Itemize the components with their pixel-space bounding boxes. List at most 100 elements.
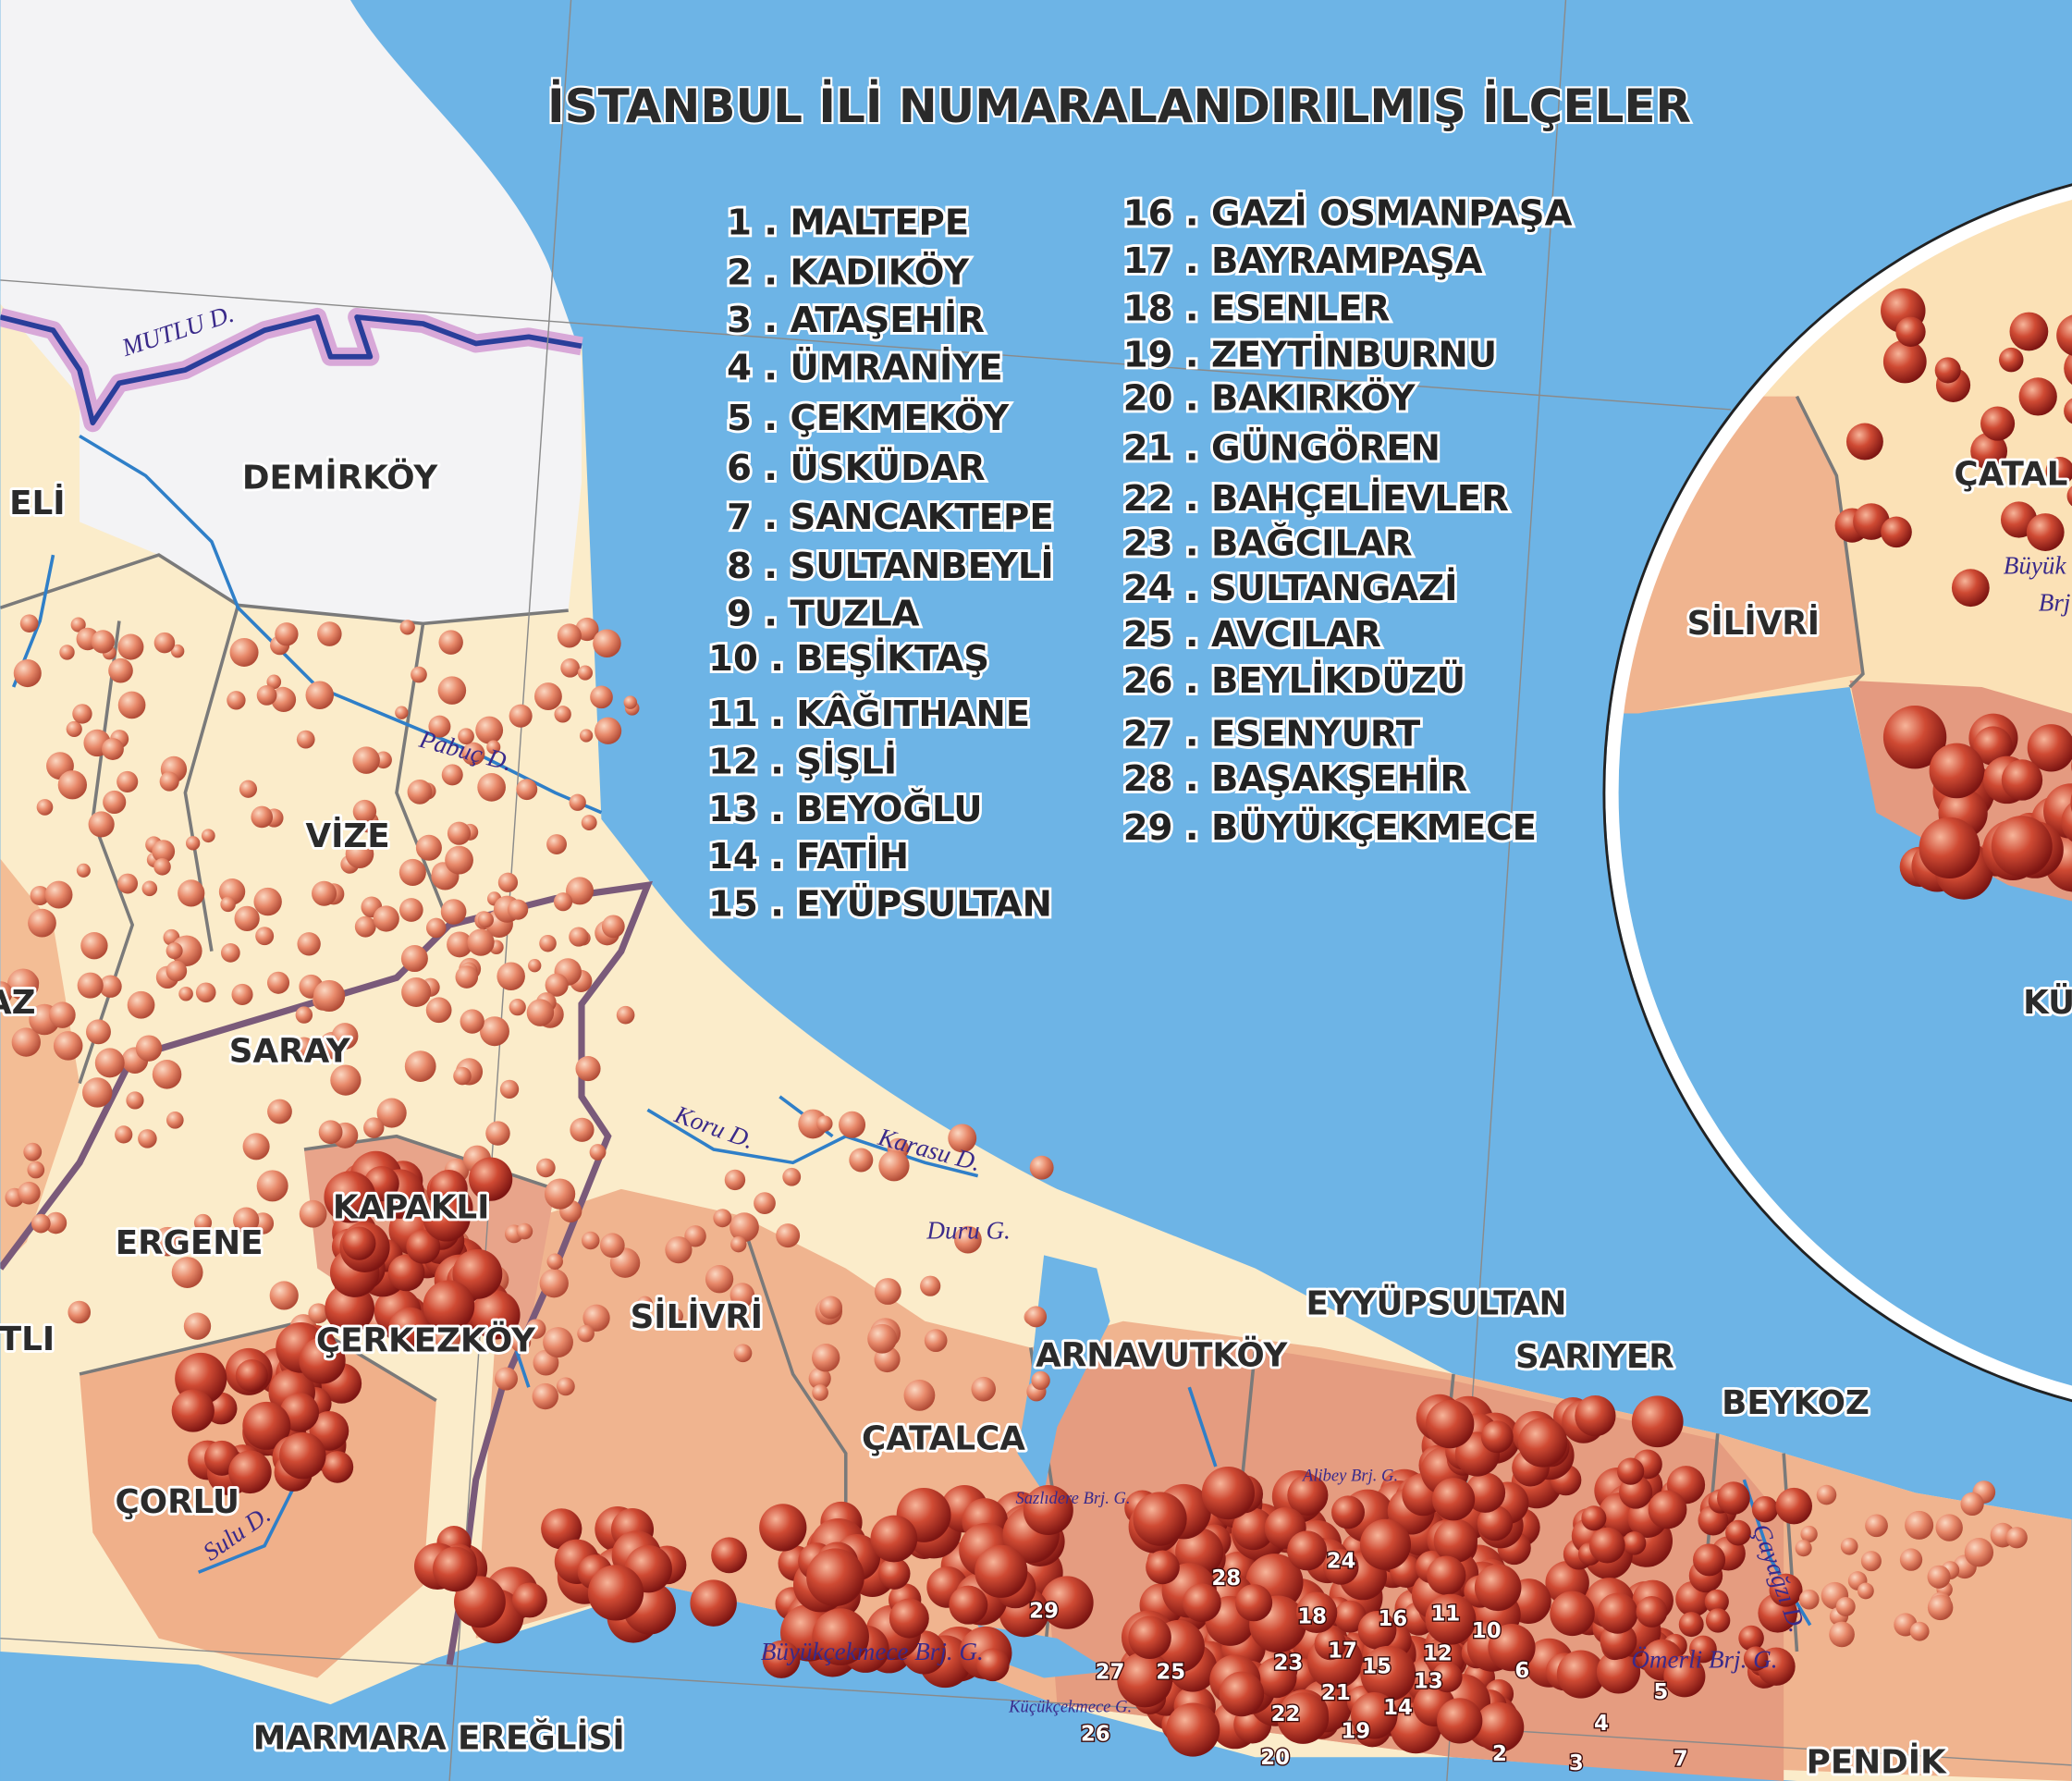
symbol (183, 1312, 212, 1340)
symbol (1693, 1543, 1726, 1577)
symbol (1705, 1608, 1731, 1633)
water-label: Büyükçekmece Brj. G. (761, 1638, 984, 1665)
symbol (363, 1117, 385, 1138)
symbol (1648, 1490, 1687, 1529)
symbol (1973, 726, 2013, 766)
legend-item: 9 . TUZLA (727, 593, 919, 634)
symbol (1631, 1395, 1684, 1448)
symbol (178, 879, 205, 907)
district-number: 11 (1431, 1602, 1461, 1626)
district-number: 28 (1211, 1566, 1241, 1591)
symbol (532, 1382, 558, 1410)
symbol (544, 1178, 576, 1210)
symbol (849, 1148, 874, 1173)
symbol (201, 829, 215, 843)
symbol (713, 1209, 732, 1228)
symbol (1999, 347, 2024, 373)
symbol (152, 840, 176, 864)
symbol (447, 821, 472, 845)
symbol (1751, 1495, 1779, 1523)
district-number: 21 (1321, 1681, 1351, 1705)
symbol (762, 1640, 801, 1678)
symbol (407, 779, 433, 805)
symbol (690, 1579, 737, 1627)
inset-border (1795, 395, 1865, 689)
place-label: AZ (0, 984, 36, 1022)
symbol (509, 999, 526, 1016)
symbol (428, 715, 451, 738)
symbol (425, 997, 452, 1024)
place-label: VİZE (306, 817, 390, 855)
symbol (554, 706, 571, 723)
symbol (36, 799, 54, 816)
symbol (1865, 1514, 1888, 1538)
symbol (806, 1548, 864, 1607)
symbol (593, 629, 621, 658)
symbol (220, 896, 236, 913)
symbol (195, 982, 216, 1003)
symbol (1970, 432, 2008, 470)
symbol (1117, 1652, 1173, 1708)
symbol (566, 877, 595, 905)
symbol (497, 962, 525, 991)
symbol (76, 863, 91, 878)
symbol (1991, 816, 2053, 878)
symbol (759, 1504, 807, 1552)
symbol (171, 935, 202, 966)
symbol (1909, 1621, 1930, 1641)
symbol (242, 1401, 291, 1450)
symbol (1425, 1399, 1475, 1449)
symbol (127, 990, 155, 1019)
legend-item: 1 . MALTEPE (727, 202, 969, 243)
symbol (1845, 423, 1883, 461)
symbol (2005, 1527, 2028, 1549)
symbol (543, 1327, 573, 1357)
symbol (117, 873, 139, 894)
legend-item: 4 . ÜMRANİYE (727, 346, 1002, 389)
symbol (733, 1344, 753, 1363)
symbol (30, 885, 50, 906)
symbol (352, 746, 380, 774)
symbol (404, 1050, 436, 1082)
symbol (99, 975, 122, 998)
symbol (171, 1257, 203, 1288)
inset-frame (1605, 186, 2072, 1400)
place-label: ÇORLU (116, 1483, 240, 1521)
symbol (819, 1296, 842, 1320)
district-number: 12 (1423, 1641, 1453, 1665)
inset-place-label: ÇATAL (1954, 455, 2067, 493)
symbol (1359, 1518, 1412, 1570)
symbol (534, 682, 562, 711)
symbol (1689, 1635, 1717, 1664)
symbol (72, 704, 92, 724)
legend-item: 15 . EYÜPSULTAN (708, 882, 1052, 926)
symbol (108, 657, 133, 683)
symbol (1023, 1484, 1073, 1536)
symbol (461, 742, 485, 766)
symbol (1964, 1538, 1994, 1567)
symbol (400, 945, 428, 973)
symbol (536, 1158, 556, 1178)
symbol (949, 1585, 988, 1625)
legend-item: 14 . FATİH (708, 834, 909, 878)
symbol (227, 691, 246, 710)
symbol (1331, 1495, 1366, 1529)
symbol (447, 931, 472, 958)
symbol (297, 932, 321, 956)
symbol (1550, 1591, 1595, 1637)
symbol (546, 1253, 563, 1270)
symbol (878, 1557, 911, 1590)
symbol (271, 687, 297, 713)
water-label: Alibey Brj. G. (1301, 1467, 1398, 1486)
symbol (31, 1213, 51, 1234)
symbol (1816, 1484, 1837, 1505)
symbol (724, 1169, 746, 1191)
symbol (235, 1359, 268, 1393)
symbol (387, 1254, 425, 1292)
symbol (398, 898, 423, 922)
symbol (331, 1023, 359, 1050)
symbol (438, 630, 463, 655)
place-label: KAPAKLI (333, 1188, 490, 1226)
symbol (1182, 1583, 1221, 1623)
symbol (494, 1367, 518, 1391)
